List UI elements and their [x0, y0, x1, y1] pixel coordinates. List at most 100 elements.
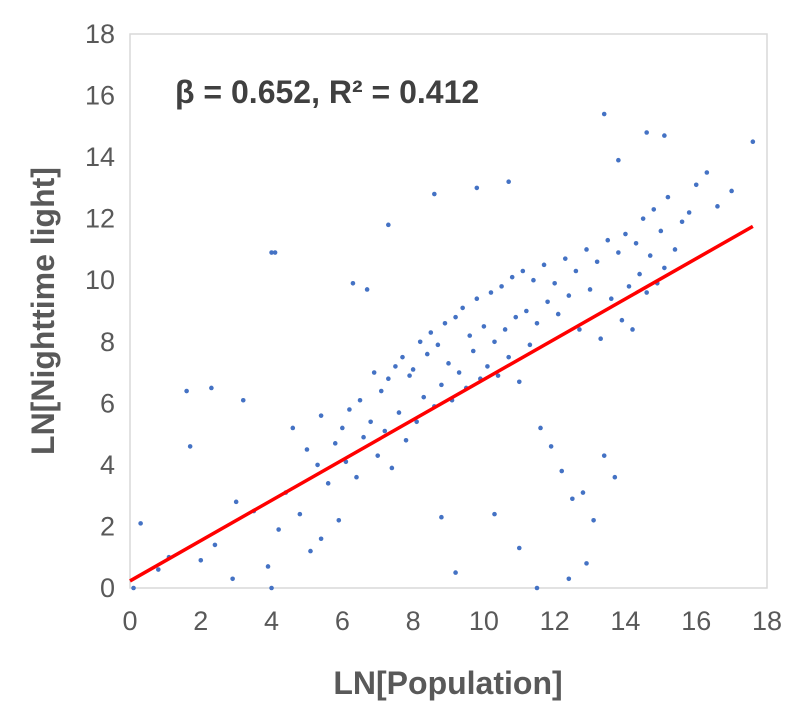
- data-point: [184, 388, 189, 394]
- data-point: [616, 157, 621, 163]
- data-point: [534, 585, 540, 591]
- data-point: [644, 290, 649, 295]
- data-point: [386, 376, 391, 382]
- data-point: [492, 339, 497, 345]
- y-tick-label: 0: [100, 573, 115, 603]
- data-point: [474, 185, 480, 191]
- data-point: [290, 425, 296, 431]
- data-point: [474, 296, 480, 301]
- y-tick-label: 12: [85, 204, 115, 234]
- y-axis-ticks: 0 2 4 6 8 10 12 14 16 18: [85, 19, 115, 603]
- data-point: [308, 548, 313, 554]
- data-point: [520, 268, 526, 274]
- data-point: [601, 111, 607, 117]
- data-point: [442, 321, 448, 326]
- y-tick-label: 8: [100, 327, 115, 357]
- data-point: [555, 311, 561, 317]
- data-point: [626, 284, 632, 289]
- x-tick-label: 0: [122, 606, 137, 636]
- data-point: [304, 447, 310, 452]
- data-point: [403, 437, 409, 443]
- data-point: [647, 253, 653, 258]
- data-point: [584, 247, 589, 252]
- data-point: [612, 474, 618, 480]
- data-point: [729, 188, 734, 194]
- data-point: [453, 314, 458, 320]
- data-point: [662, 133, 667, 138]
- data-point: [453, 570, 458, 575]
- data-point: [378, 388, 384, 394]
- data-point: [524, 308, 529, 314]
- plot-area: [129, 33, 768, 589]
- data-point: [693, 182, 699, 188]
- data-point: [584, 561, 589, 566]
- data-point: [570, 496, 575, 502]
- data-point: [336, 517, 342, 523]
- data-point: [407, 373, 412, 378]
- data-point: [651, 207, 657, 212]
- data-point: [417, 339, 423, 345]
- data-point: [318, 536, 324, 542]
- data-point: [481, 324, 487, 329]
- data-point: [715, 204, 720, 209]
- x-tick-label: 12: [540, 606, 570, 636]
- data-point: [297, 511, 303, 517]
- data-point: [371, 370, 377, 375]
- data-point: [368, 419, 373, 425]
- data-point: [460, 305, 465, 311]
- data-point: [396, 410, 402, 415]
- y-tick-label: 14: [85, 142, 115, 172]
- data-point: [233, 499, 239, 505]
- data-point: [545, 299, 550, 305]
- data-point: [240, 397, 246, 403]
- data-point: [428, 330, 434, 335]
- data-point: [644, 130, 649, 135]
- data-point: [389, 465, 395, 471]
- data-point: [616, 250, 621, 255]
- data-point: [686, 210, 692, 215]
- data-point: [432, 191, 437, 197]
- y-tick-label: 4: [100, 450, 115, 480]
- data-point: [577, 327, 582, 332]
- x-tick-label: 6: [335, 606, 350, 636]
- data-point: [382, 428, 388, 434]
- data-point: [156, 567, 161, 572]
- x-axis-title: LN[Population]: [333, 665, 562, 701]
- data-point: [439, 514, 444, 520]
- data-point: [591, 517, 596, 523]
- data-point: [354, 474, 359, 480]
- data-point: [209, 385, 214, 391]
- data-point: [230, 576, 235, 582]
- data-point: [598, 336, 603, 342]
- fit-line-layer: [129, 224, 754, 583]
- data-point: [492, 511, 497, 517]
- x-tick-label: 2: [193, 606, 208, 636]
- regression-annotation: β = 0.652, R² = 0.412: [175, 74, 479, 110]
- data-point: [608, 296, 614, 301]
- plot-border: [129, 33, 768, 589]
- data-point: [580, 490, 586, 495]
- data-point: [410, 367, 416, 372]
- data-point: [623, 231, 628, 237]
- data-point: [587, 287, 593, 292]
- data-point: [495, 373, 501, 378]
- data-point: [421, 394, 427, 400]
- data-point: [276, 527, 281, 532]
- data-point: [424, 351, 430, 357]
- data-point: [566, 293, 572, 298]
- data-point: [485, 364, 490, 369]
- data-point: [386, 222, 391, 228]
- data-points-layer: [131, 111, 756, 591]
- data-point: [559, 468, 565, 474]
- data-point: [619, 317, 625, 323]
- data-point: [499, 284, 504, 289]
- data-point: [347, 407, 352, 412]
- data-point: [414, 419, 419, 425]
- data-point: [516, 379, 522, 385]
- data-point: [212, 542, 218, 548]
- x-tick-label: 14: [610, 606, 640, 636]
- data-point: [325, 481, 331, 486]
- data-point: [269, 250, 274, 255]
